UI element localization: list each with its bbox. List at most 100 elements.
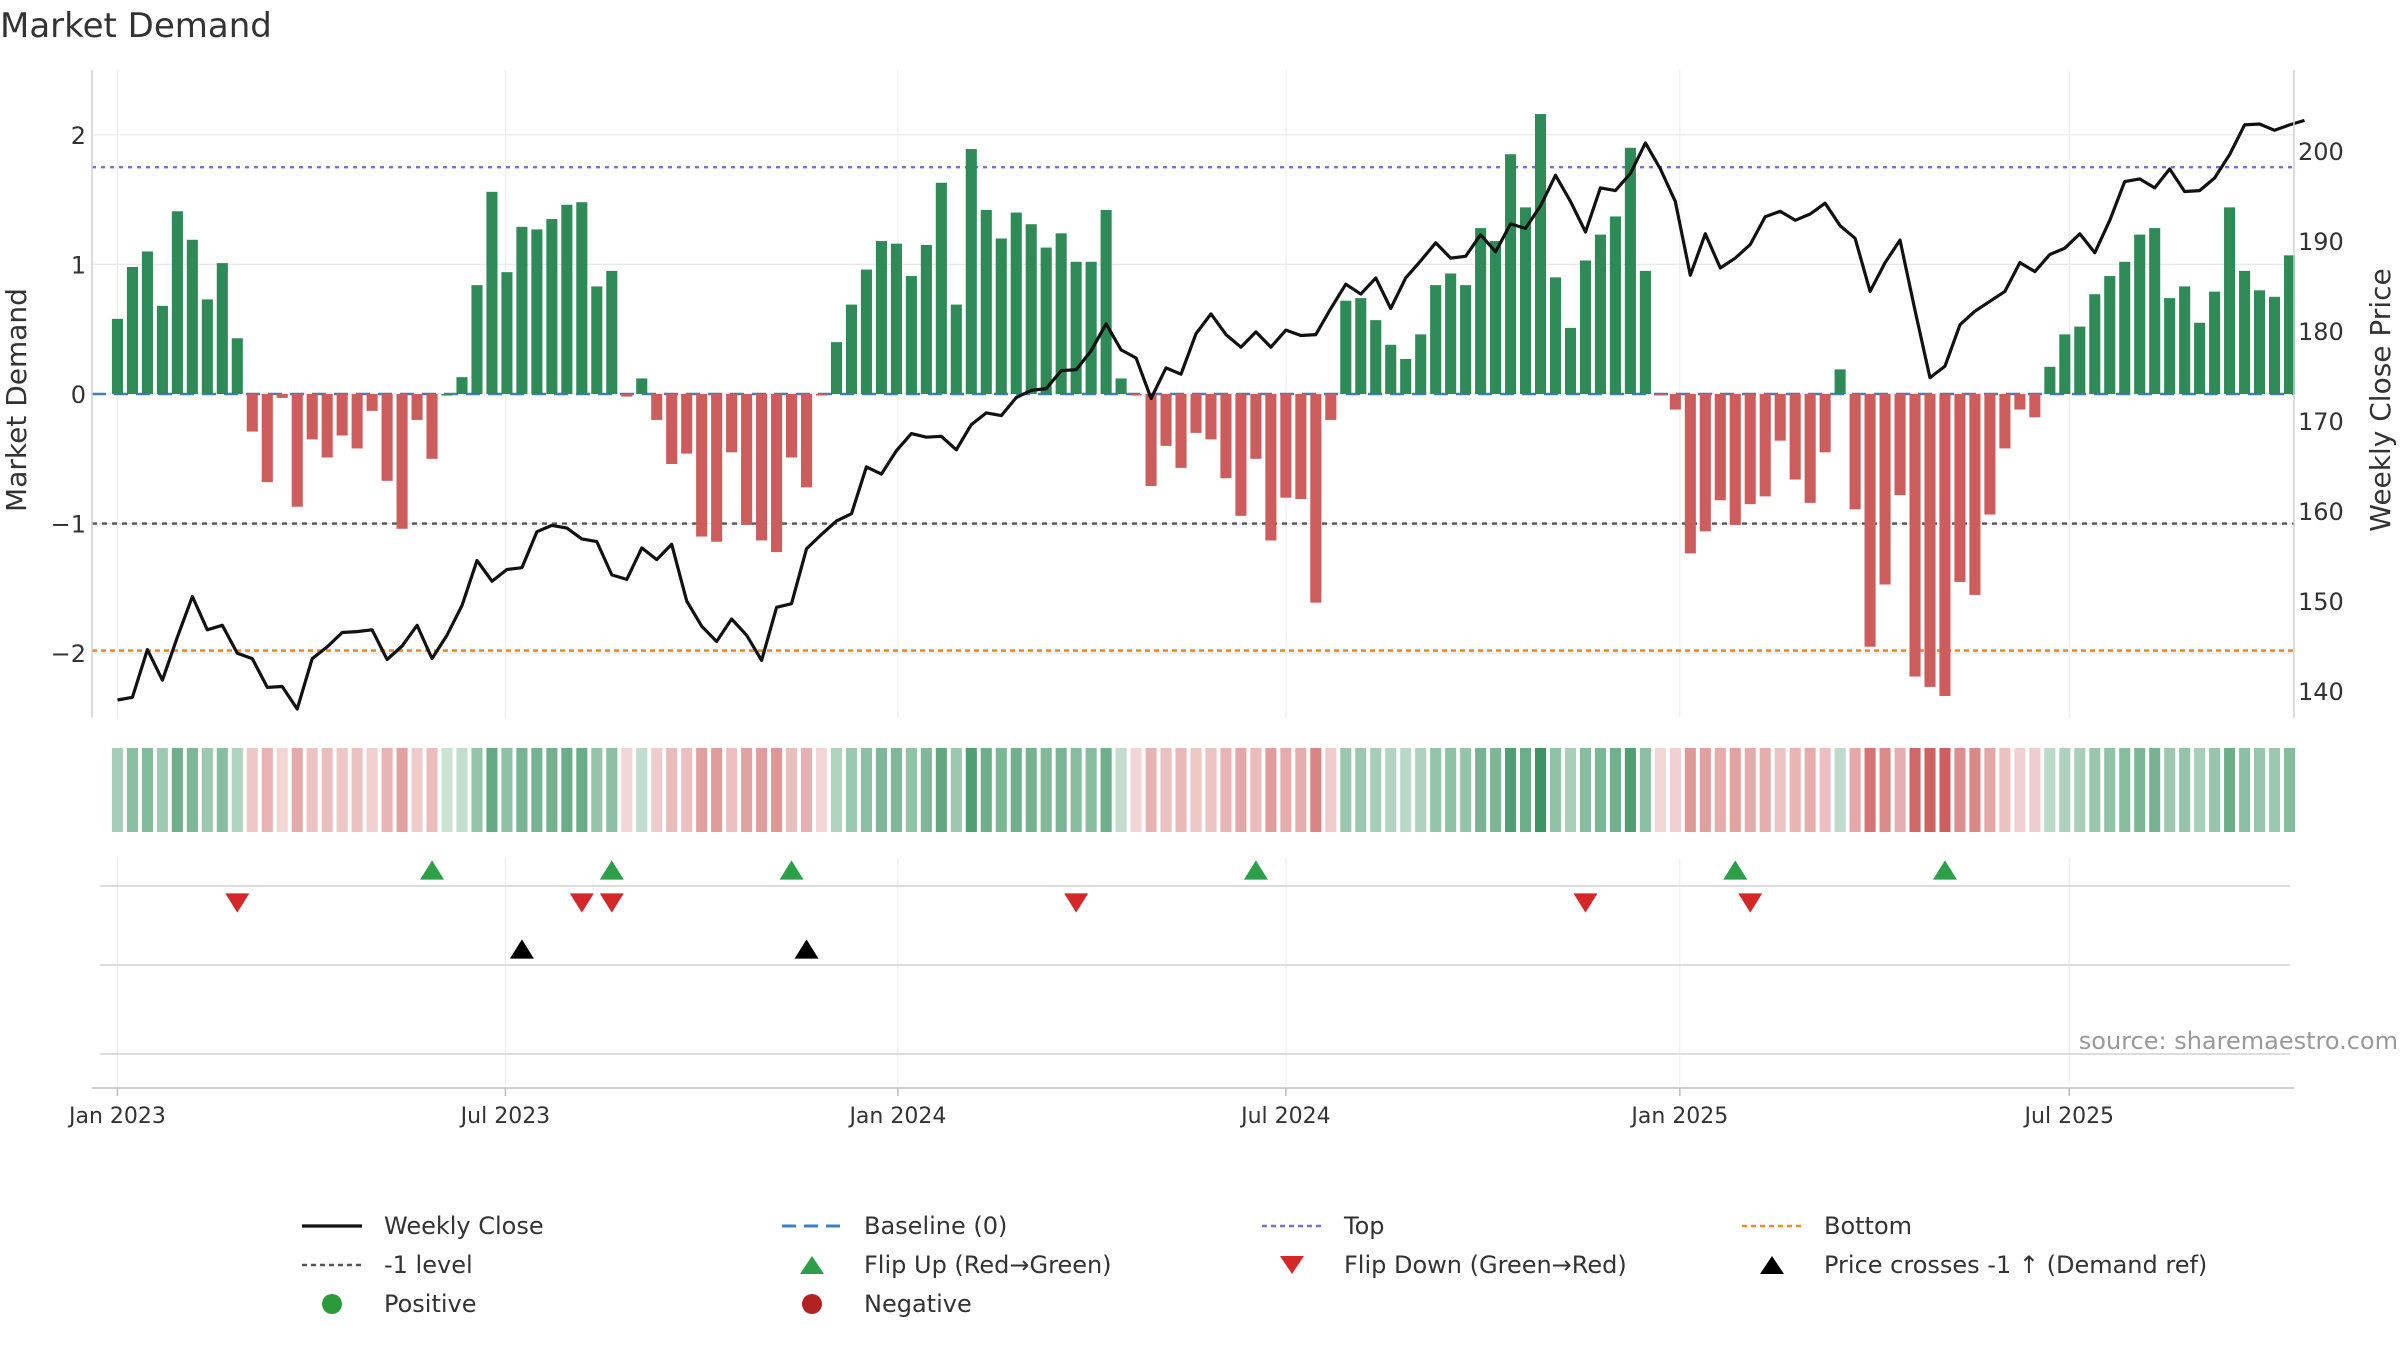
demand-bar: [1310, 394, 1322, 603]
demand-bar: [1924, 394, 1936, 687]
heat-strip-cell: [1744, 748, 1756, 832]
heat-strip-cell: [2149, 748, 2161, 832]
legend-circle-icon: [802, 1294, 822, 1314]
demand-bar: [2239, 270, 2251, 394]
heat-strip-cell: [1490, 748, 1502, 832]
demand-bar: [396, 394, 408, 529]
heat-strip-cell: [111, 748, 124, 832]
demand-bar: [1954, 394, 1966, 582]
demand-bar: [2059, 334, 2071, 394]
weekly-close-line: [117, 118, 2305, 711]
demand-bar: [2224, 207, 2236, 394]
heat-strip-cell: [875, 748, 887, 832]
demand-bar: [1190, 394, 1202, 433]
heat-strip-cell: [456, 748, 468, 832]
demand-bar: [2074, 326, 2086, 394]
y-axis-left-label: Market Demand: [0, 288, 33, 512]
event-markers: [100, 860, 2290, 1055]
price-cross-marker: [509, 939, 534, 959]
heat-strip-cell: [2134, 748, 2146, 832]
demand-bar: [1370, 320, 1382, 394]
flip-down-marker: [1573, 893, 1598, 913]
demand-bar: [1864, 394, 1876, 647]
legend-label: Flip Up (Red→Green): [864, 1251, 1112, 1279]
heat-strip-cell: [1939, 748, 1951, 832]
x-tick-label: Jul 2023: [459, 1104, 551, 1129]
heat-strip-cell: [1235, 748, 1247, 832]
demand-bar: [1654, 394, 1666, 396]
demand-bar: [1445, 273, 1457, 394]
demand-bar: [1145, 394, 1157, 487]
demand-bar: [726, 394, 738, 453]
heat-strip-cell: [905, 748, 917, 832]
heat-strip-cell: [756, 748, 768, 832]
y-axis-right-label: Weekly Close Price: [2364, 268, 2397, 531]
demand-bar: [2209, 291, 2221, 394]
demand-bars: [111, 114, 2296, 696]
heat-strip-cell: [1085, 748, 1097, 832]
heat-strip-cell: [2179, 748, 2191, 832]
price-line-group: [117, 118, 2305, 711]
demand-bar: [1774, 394, 1786, 441]
legend-label: Negative: [864, 1290, 972, 1318]
heat-strip-cell: [2029, 748, 2041, 832]
heat-strip-cell: [1475, 748, 1487, 832]
heat-strip-cell: [1969, 748, 1981, 832]
heat-strip-cell: [1609, 748, 1621, 832]
demand-bar: [261, 394, 273, 483]
demand-bar: [126, 266, 138, 394]
heat-strip-cell: [800, 748, 813, 832]
heat-strip-cell: [306, 748, 318, 832]
heat-strip-cell: [1699, 748, 1711, 832]
demand-bar: [591, 286, 603, 394]
demand-bar: [636, 378, 648, 394]
legend-item: Positive: [300, 1286, 477, 1322]
heat-strip-cell: [1430, 748, 1442, 832]
heat-strip-cell: [516, 748, 528, 832]
legend-tri-up-icon: [1760, 1256, 1784, 1274]
demand-bar: [2014, 394, 2026, 410]
heat-strip-cell: [845, 748, 858, 832]
heat-strip-cell: [1010, 748, 1022, 832]
heat-strip-cell: [890, 748, 902, 832]
demand-bar: [1819, 394, 1831, 453]
legend-label: Bottom: [1824, 1212, 1913, 1240]
chart-legend: Weekly Close Baseline (0) Top Bottom -1 leve…: [300, 1208, 2260, 1328]
x-tick-label: Jan 2025: [1629, 1104, 1728, 1129]
legend-tri-up-icon: [800, 1256, 824, 1274]
demand-bar: [141, 251, 153, 394]
demand-bar: [1879, 394, 1891, 585]
demand-bar: [1534, 114, 1547, 395]
legend-item: -1 level: [300, 1247, 473, 1283]
legend-circle-icon: [322, 1294, 342, 1314]
heat-strip-cell: [201, 748, 213, 832]
heat-strip-cell: [696, 748, 708, 832]
heat-strip-cell: [1909, 748, 1921, 832]
heat-strip-cell: [1789, 748, 1801, 832]
legend-label: Top: [1344, 1212, 1385, 1240]
heat-strip-cell: [1804, 748, 1816, 832]
heat-strip-cell: [1445, 748, 1457, 832]
heat-strip-cell: [1834, 748, 1846, 832]
heat-strip-cell: [441, 748, 453, 832]
heat-strip-cell: [1280, 748, 1292, 832]
demand-bar: [1579, 260, 1592, 394]
legend-dash-icon: [782, 1224, 842, 1228]
heat-strip-cell: [351, 748, 363, 832]
demand-bar: [651, 394, 663, 420]
demand-bar: [1325, 394, 1337, 420]
heat-strip-cell: [1100, 748, 1112, 832]
demand-bar: [216, 263, 228, 394]
demand-bar: [1505, 154, 1517, 394]
legend-label: Flip Down (Green→Red): [1344, 1251, 1627, 1279]
demand-bar: [1415, 334, 1427, 394]
heat-strip-cell: [2283, 748, 2296, 832]
y-left-tick-label: −2: [51, 640, 86, 668]
demand-bar: [381, 394, 393, 481]
demand-bar: [2283, 255, 2296, 394]
flip-down-marker: [1738, 893, 1763, 913]
demand-bar: [1849, 394, 1861, 510]
demand-bar: [860, 269, 872, 394]
demand-bar: [1160, 394, 1172, 446]
heat-strip-cell: [1639, 748, 1651, 832]
